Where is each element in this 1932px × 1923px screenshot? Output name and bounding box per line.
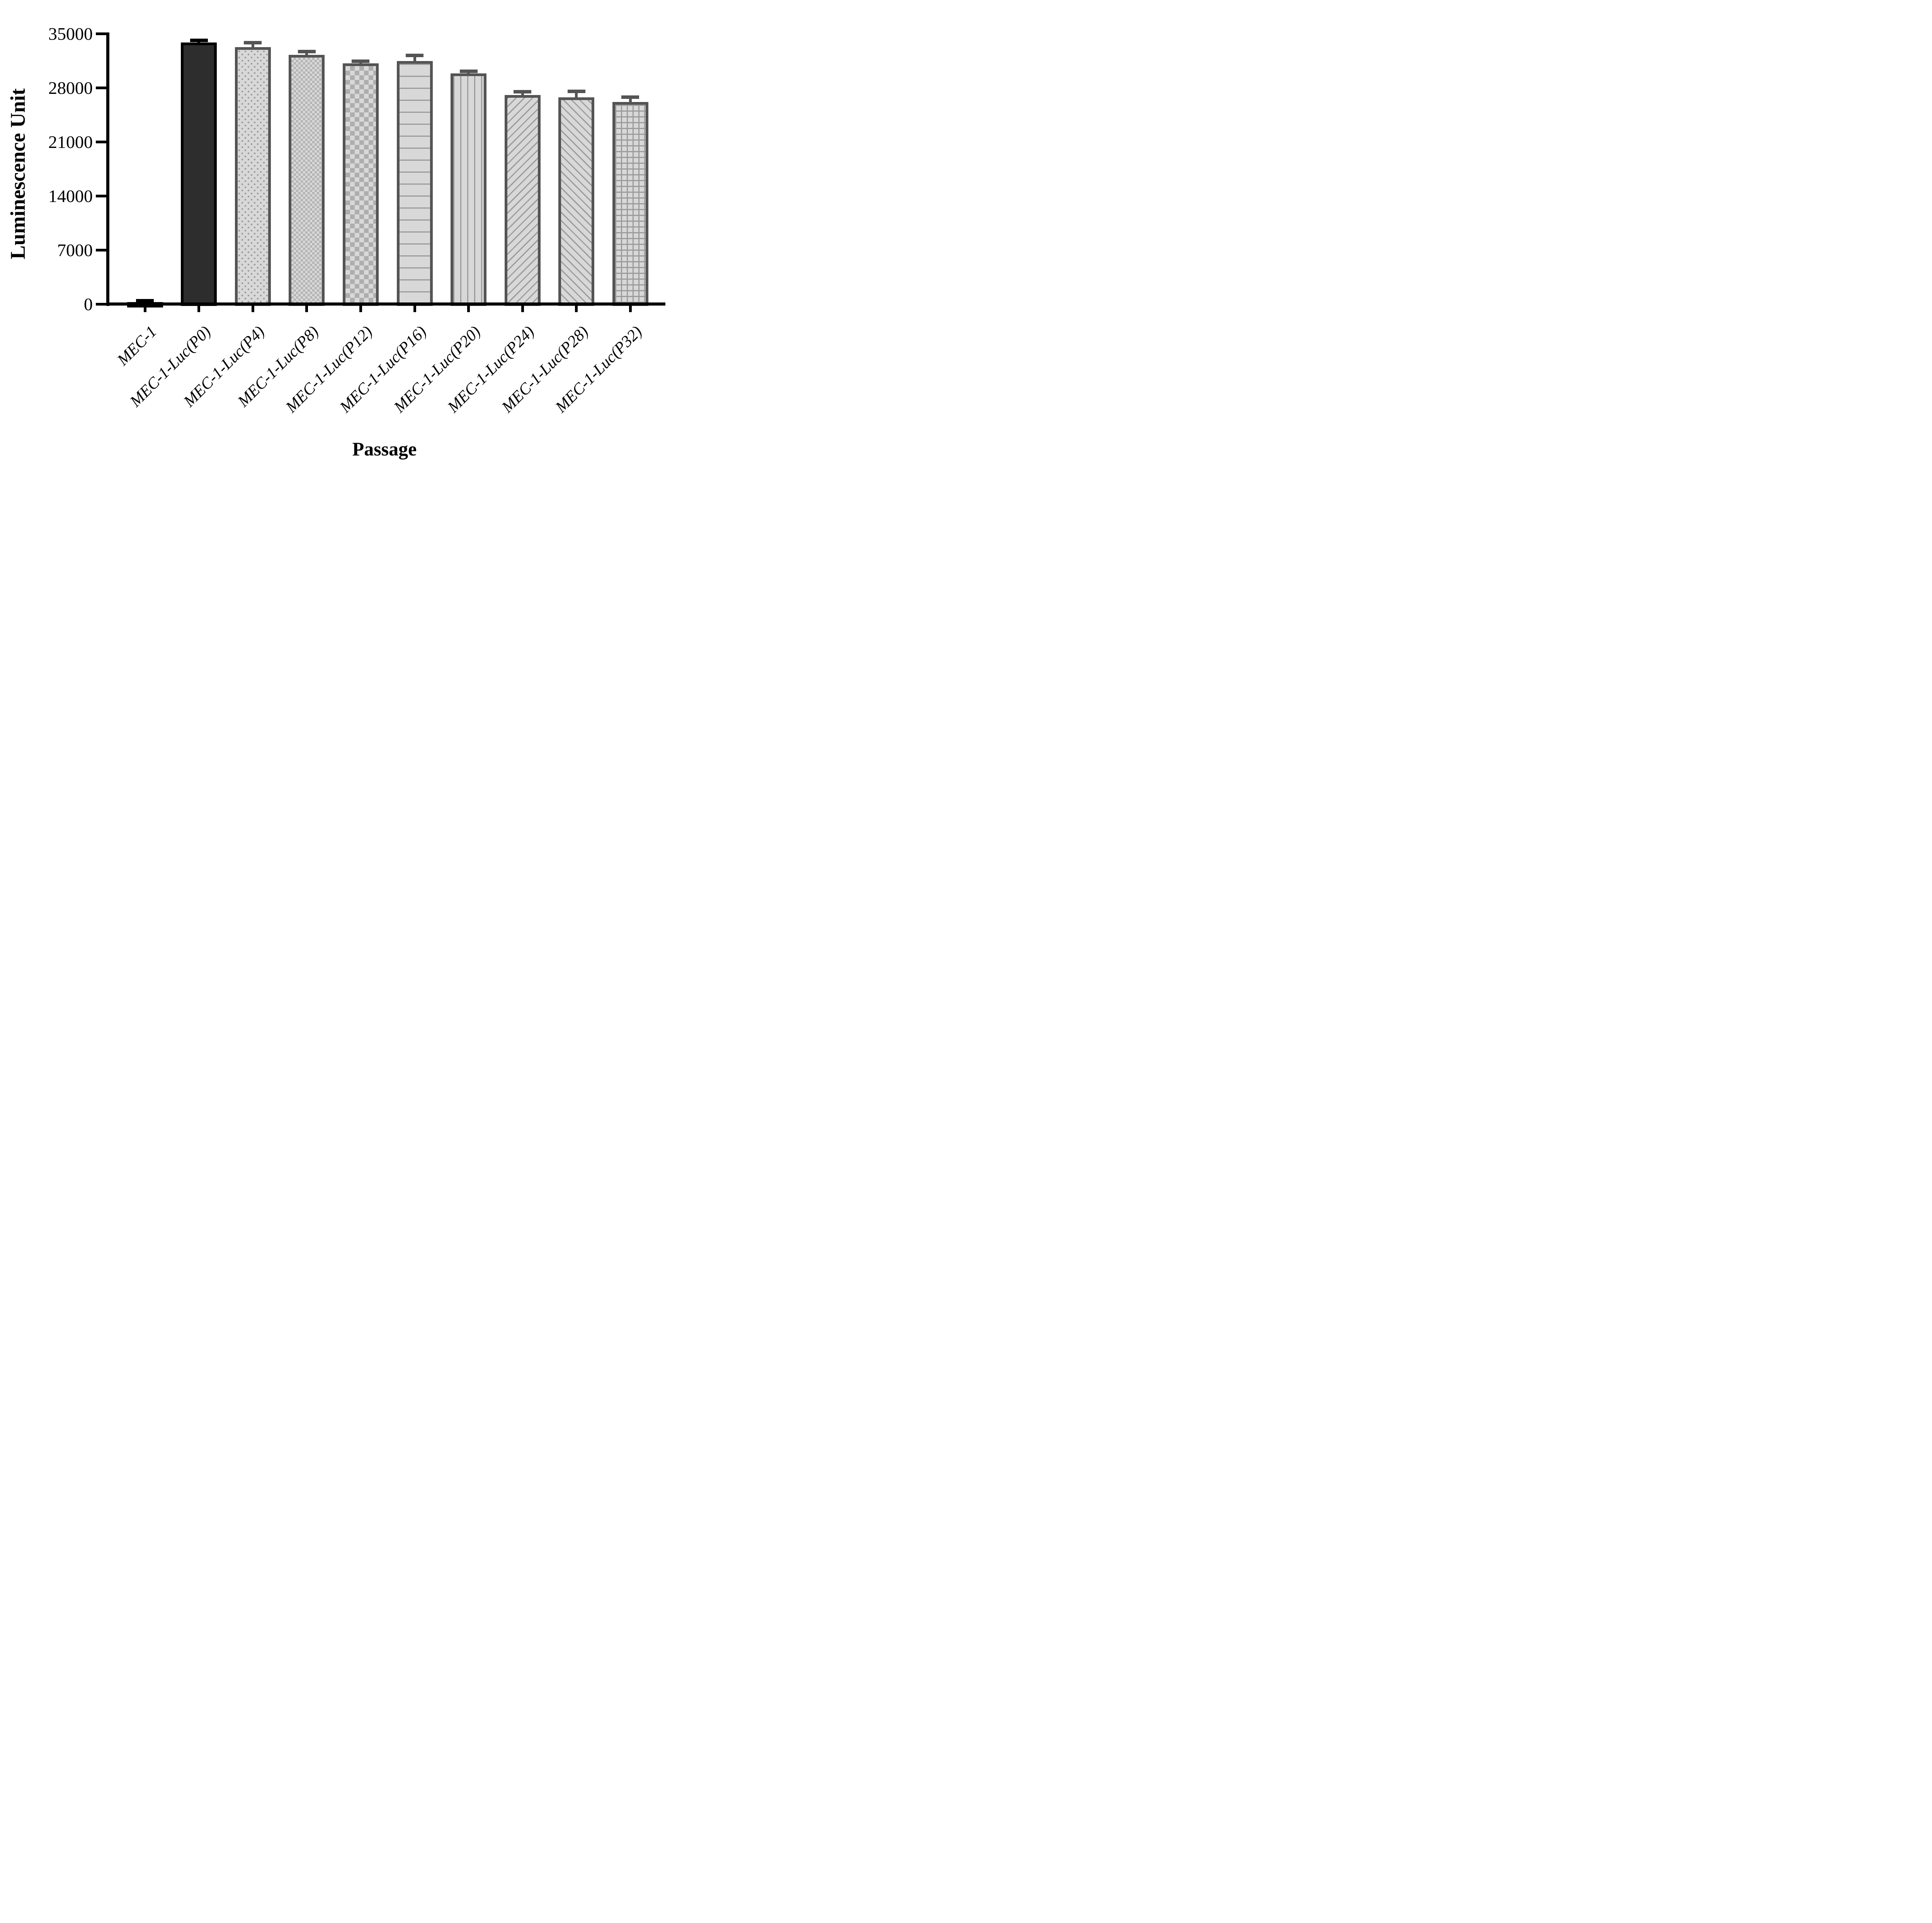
error-bar-stem — [521, 92, 524, 97]
error-bar-cap — [459, 70, 478, 73]
x-category-label: MEC-1 — [114, 323, 160, 369]
bar-MEC-1-Luc(P0) — [181, 42, 217, 306]
error-bar-cap — [190, 39, 208, 42]
x-axis-tick — [413, 306, 416, 312]
x-axis-tick — [467, 306, 470, 312]
error-bar-stem — [251, 42, 254, 49]
x-axis-tick — [629, 306, 632, 312]
y-axis-title: Luminescence Unit — [6, 88, 29, 260]
y-axis-tick — [96, 141, 106, 143]
y-axis-tick — [96, 249, 106, 251]
error-bar-cap — [406, 54, 423, 57]
error-bar-stem — [413, 55, 416, 63]
bar-chart: Luminescence Unit Passage 0 7000 14000 2100… — [0, 0, 688, 481]
x-axis-tick — [197, 306, 201, 312]
bar-MEC-1-Luc(P28) — [558, 97, 595, 306]
error-bar-cap — [136, 299, 154, 302]
y-tick-label: 7000 — [57, 240, 93, 260]
x-axis-tick — [143, 306, 146, 312]
x-axis-tick — [305, 306, 308, 312]
x-axis-title: Passage — [352, 438, 417, 460]
x-axis-tick — [251, 306, 254, 312]
y-tick-label: 28000 — [48, 78, 93, 98]
y-tick-label: 0 — [84, 294, 93, 314]
x-axis-tick — [521, 306, 524, 312]
error-bar-stem — [359, 61, 362, 65]
error-bar-stem — [575, 91, 578, 99]
y-axis-spine — [106, 32, 109, 306]
error-bar-cap — [514, 90, 532, 93]
bar-MEC-1-Luc(P8) — [289, 54, 325, 306]
x-axis-tick — [575, 306, 578, 312]
y-axis-tick — [96, 195, 106, 197]
x-axis-baseline — [106, 302, 665, 306]
bar-MEC-1-Luc(P4) — [235, 47, 271, 306]
error-bar-stem — [197, 40, 201, 44]
error-bar-stem — [629, 97, 632, 104]
bar-MEC-1-Luc(P20) — [451, 73, 487, 306]
error-bar-cap — [298, 50, 316, 53]
error-bar-cap — [244, 41, 262, 44]
y-tick-label: 14000 — [48, 186, 93, 206]
error-bar-cap — [621, 95, 639, 99]
error-bar-stem — [305, 51, 308, 56]
bar-MEC-1-Luc(P12) — [342, 63, 379, 306]
bar-MEC-1-Luc(P16) — [396, 61, 433, 306]
x-axis-tick — [359, 306, 362, 312]
bar-MEC-1-Luc(P32) — [612, 102, 648, 306]
y-axis-tick — [96, 87, 106, 89]
y-axis-tick — [96, 303, 106, 306]
error-bar-cap — [352, 59, 370, 63]
error-bar-cap — [567, 90, 585, 93]
y-tick-label: 21000 — [48, 132, 93, 152]
bar-MEC-1-Luc(P24) — [504, 95, 541, 306]
y-axis-tick — [96, 32, 106, 35]
y-tick-label: 35000 — [48, 24, 93, 44]
